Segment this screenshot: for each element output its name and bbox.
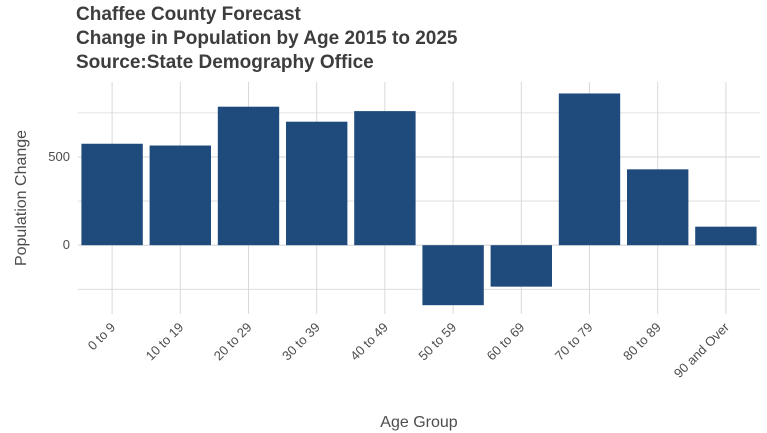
y-axis-ticks: 0 500 bbox=[48, 149, 70, 252]
bar bbox=[149, 145, 211, 246]
bar bbox=[422, 245, 484, 306]
bar bbox=[627, 169, 689, 246]
y-axis-title: Population Change bbox=[13, 130, 30, 266]
x-tick-label: 90 and Over bbox=[671, 319, 733, 381]
x-axis-ticks: 0 to 9 10 to 19 20 to 29 30 to 39 40 to 49 50… bbox=[85, 319, 733, 381]
bar bbox=[217, 106, 280, 246]
x-tick-label: 40 to 49 bbox=[347, 320, 391, 364]
chart-title: Chaffee County Forecast Change in Popula… bbox=[76, 3, 458, 75]
bar bbox=[695, 226, 757, 246]
bar bbox=[286, 121, 348, 246]
x-axis-title: Age Group bbox=[380, 414, 457, 431]
x-tick-label: 50 to 59 bbox=[415, 320, 459, 364]
x-tick-label: 0 to 9 bbox=[85, 320, 119, 354]
bar bbox=[490, 245, 552, 287]
y-tick-label: 500 bbox=[48, 149, 70, 164]
x-tick-label: 70 to 79 bbox=[552, 320, 596, 364]
bars bbox=[81, 93, 757, 306]
y-tick-label: 0 bbox=[63, 237, 70, 252]
bar bbox=[81, 143, 143, 246]
chart-title-line-2: Change in Population by Age 2015 to 2025 bbox=[76, 28, 458, 49]
chart-title-line-1: Chaffee County Forecast bbox=[76, 4, 301, 25]
chart-title-line-3: Source:State Demography Office bbox=[76, 52, 374, 73]
x-tick-label: 20 to 29 bbox=[211, 320, 255, 364]
x-tick-label: 10 to 19 bbox=[143, 320, 187, 364]
x-tick-label: 30 to 39 bbox=[279, 320, 323, 364]
x-tick-label: 60 to 69 bbox=[484, 320, 528, 364]
x-tick-label: 80 to 89 bbox=[620, 320, 664, 364]
bar bbox=[354, 111, 416, 246]
bar bbox=[558, 93, 621, 246]
